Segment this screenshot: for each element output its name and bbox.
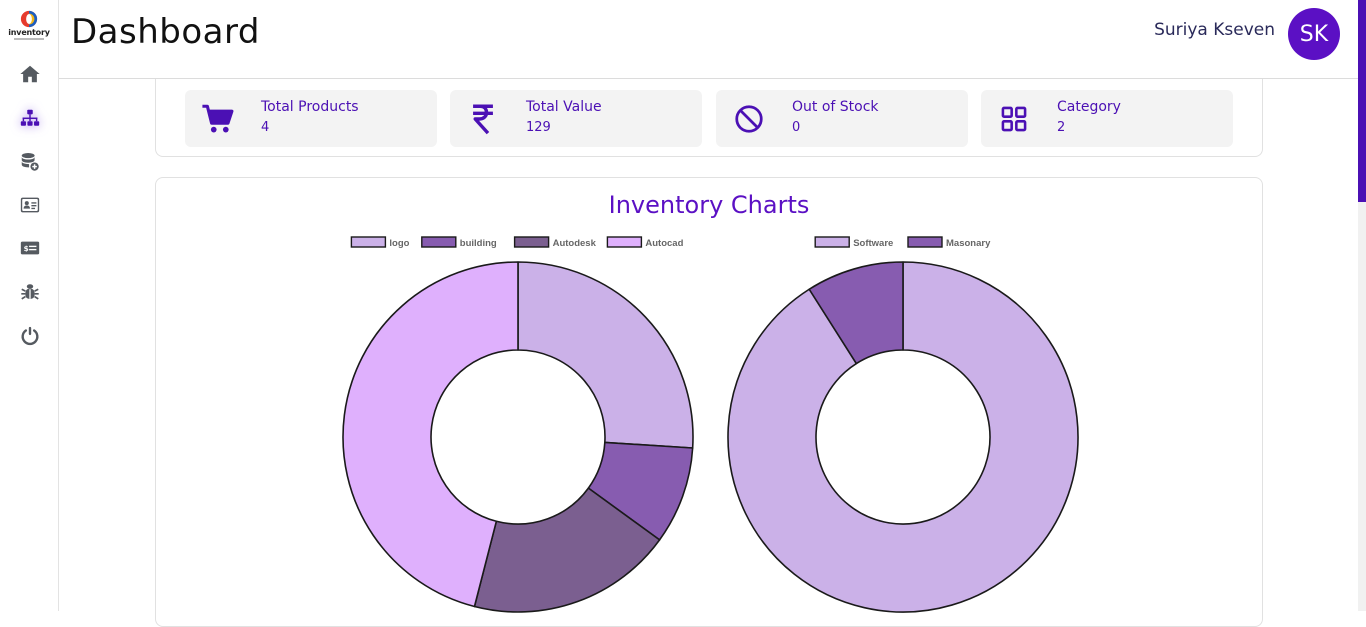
legend-label-autocad[interactable]: Autocad	[645, 238, 683, 249]
svg-text:$: $	[24, 244, 29, 253]
sidebar-item-contacts[interactable]	[17, 192, 43, 218]
stat-label: Category	[1057, 99, 1121, 115]
legend-swatch-software[interactable]	[814, 236, 850, 248]
donut-slice-software[interactable]	[727, 261, 1079, 613]
sidebar-item-home[interactable]	[17, 61, 43, 87]
stat-value: 4	[261, 120, 270, 135]
home-icon	[20, 65, 40, 83]
page-scrollbar[interactable]	[1358, 0, 1366, 611]
stat-label: Total Products	[261, 99, 359, 115]
legend-swatch-autodesk[interactable]	[513, 236, 550, 248]
legend-label-building[interactable]: building	[460, 238, 497, 249]
stat-card-out-of-stock: Out of Stock 0	[716, 90, 968, 147]
sitemap-icon	[20, 109, 40, 126]
database-add-icon	[21, 153, 39, 171]
cart-icon	[202, 104, 234, 133]
legend-label-software[interactable]: Software	[853, 238, 893, 249]
charts-title: Inventory Charts	[608, 191, 810, 219]
legend-swatch-building[interactable]	[421, 236, 457, 248]
sidebar-item-bugs[interactable]	[17, 279, 43, 305]
user-avatar[interactable]: SK	[1288, 8, 1340, 60]
ban-icon	[735, 105, 763, 133]
logo-mark-icon	[20, 10, 38, 28]
inventory-charts-panel: Inventory Charts logo building Autodesk Aut…	[155, 177, 1263, 627]
stat-card-category: Category 2	[981, 90, 1233, 147]
id-card-icon	[20, 197, 40, 213]
sidebar-item-database[interactable]	[17, 149, 43, 175]
donut-slice-autodesk[interactable]	[473, 487, 661, 613]
stat-card-total-products: Total Products 4	[185, 90, 437, 147]
donut-slice-masonary[interactable]	[808, 261, 904, 365]
sidebar-item-sitemap[interactable]	[17, 105, 43, 131]
legend-swatch-logo[interactable]	[350, 236, 387, 248]
donut-slice-logo[interactable]	[517, 261, 694, 449]
logo-tagline	[14, 38, 44, 40]
sidebar: inventory	[0, 0, 59, 611]
stat-card-total-value: Total Value 129	[450, 90, 702, 147]
power-icon	[21, 326, 39, 346]
stats-panel: Total Products 4 Total Value 129 Out of …	[155, 79, 1263, 157]
stat-value: 0	[792, 120, 801, 135]
stat-value: 2	[1057, 120, 1066, 135]
legend-swatch-autocad[interactable]	[606, 236, 643, 248]
stat-label: Total Value	[526, 99, 602, 115]
logo-text: inventory	[8, 28, 50, 37]
bug-icon	[21, 284, 39, 300]
legend-swatch-masonary[interactable]	[907, 236, 943, 248]
top-header: Dashboard Suriya Kseven SK	[59, 0, 1358, 79]
stat-label: Out of Stock	[792, 99, 879, 115]
grid-icon	[1001, 106, 1027, 132]
charts-canvas: logo building Autodesk Autocad Software Mason…	[342, 236, 1079, 613]
legend-label-autodesk[interactable]: Autodesk	[553, 238, 597, 249]
rupee-icon	[473, 104, 493, 135]
donut-slice-autocad[interactable]	[342, 261, 519, 608]
page-title: Dashboard	[71, 12, 260, 52]
legend-label-masonary[interactable]: Masonary	[946, 238, 991, 249]
legend-label-logo[interactable]: logo	[389, 238, 409, 249]
scrollbar-thumb[interactable]	[1358, 0, 1366, 202]
sidebar-item-logout[interactable]	[17, 323, 43, 349]
user-name[interactable]: Suriya Kseven	[1154, 20, 1275, 40]
sidebar-item-payments[interactable]: $	[17, 235, 43, 261]
app-logo[interactable]: inventory	[8, 10, 50, 44]
stat-value: 129	[526, 120, 551, 135]
money-card-icon: $	[20, 241, 40, 255]
